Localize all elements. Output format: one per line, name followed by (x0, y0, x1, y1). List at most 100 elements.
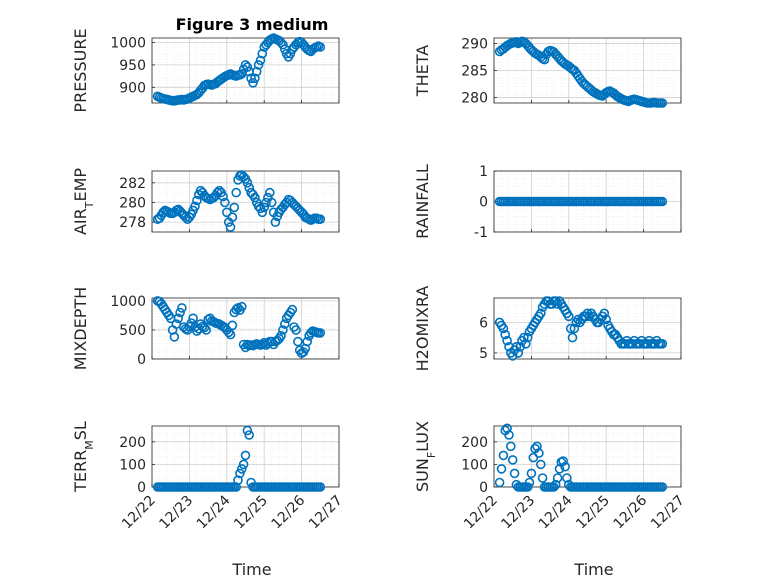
axes-box (151, 170, 340, 233)
y-axis-label: SUNFLUX (413, 421, 438, 492)
data-point (562, 473, 572, 483)
y-tick-label: 1000 (110, 35, 146, 51)
x-tick-label: 12/26 (269, 492, 309, 532)
data-point (238, 459, 249, 470)
data-point (534, 448, 544, 458)
data-point (250, 73, 260, 84)
data-point (242, 178, 253, 188)
data-point (522, 482, 533, 492)
data-point (264, 187, 275, 198)
subplot-7: 0 100 200 TERRMSL 12/2212/2312/2412/2512/261… (71, 421, 346, 532)
data-point (242, 425, 253, 436)
data-point (278, 39, 288, 50)
x-axis-label-left: Time (231, 560, 271, 579)
y-tick-label: 500 (119, 323, 146, 339)
x-tick-label: 12/24 (194, 492, 234, 532)
x-tick-label: 12/27 (648, 493, 688, 533)
subplot-8: 0 100 200 SUNFLUX 12/2212/2312/2412/2512/261… (413, 421, 688, 532)
y-axis-label: PRESSURE (71, 28, 90, 112)
data-point (502, 335, 512, 346)
y-tick-label: 100 (461, 457, 488, 473)
data-point (560, 461, 570, 472)
data-point (504, 430, 514, 440)
data-point (190, 201, 200, 212)
axes-box (493, 297, 682, 360)
y-tick-label: 280 (461, 91, 488, 107)
data-point (259, 202, 270, 213)
data-point (513, 348, 524, 358)
data-point (657, 98, 668, 108)
data-point (535, 308, 546, 319)
data-point (511, 341, 522, 352)
subplot-4: -1 0 1 RAINFALL (413, 164, 682, 241)
data-point (500, 329, 511, 340)
data-point (255, 55, 266, 66)
y-tick-label: 0 (479, 480, 488, 496)
x-tick-label: 12/22 (119, 493, 159, 533)
data-point (535, 459, 546, 470)
data-point (244, 430, 254, 440)
y-axis-label: MIXDEPTH (71, 287, 90, 370)
y-tick-label: 280 (119, 195, 146, 211)
data-point (246, 73, 256, 84)
data-point (237, 464, 247, 474)
y-axis-label: H2OMIXRA (413, 286, 432, 372)
y-tick-label: 1000 (110, 294, 146, 310)
data-point (657, 338, 668, 349)
subplot-5: 0 500 1000 MIXDEPTH (71, 287, 340, 370)
data-point (293, 336, 303, 347)
data-point (250, 192, 260, 203)
data-point (550, 479, 561, 490)
data-point (507, 455, 518, 465)
data-point (229, 202, 240, 213)
data-point (177, 303, 187, 313)
data-point (201, 325, 211, 335)
data-point (240, 450, 251, 461)
data-point (657, 482, 668, 492)
data-point (522, 332, 533, 343)
data-point (520, 338, 531, 349)
data-point (315, 482, 326, 492)
data-point (565, 323, 576, 334)
subplot-6: 5 6 H2OMIXRA (413, 286, 682, 372)
axes-box (151, 297, 340, 360)
data-point (175, 307, 185, 318)
y-tick-label: 6 (479, 315, 488, 331)
data-point (253, 60, 264, 70)
data-point (279, 319, 290, 329)
data-point (251, 66, 262, 77)
y-tick-label: 0 (137, 480, 146, 496)
data-point (257, 48, 268, 59)
x-tick-label: 12/25 (573, 493, 613, 533)
y-tick-label: 200 (461, 435, 488, 451)
y-tick-label: 0 (137, 352, 146, 368)
data-point (291, 325, 301, 335)
data-point (601, 314, 612, 325)
data-point (231, 187, 241, 198)
data-point (315, 42, 326, 52)
y-axis-label: TERRMSL (71, 421, 96, 493)
data-point (257, 207, 268, 218)
subplot-1: 900 950 1000 PRESSURE (71, 28, 340, 113)
x-tick-label: 12/22 (461, 493, 501, 533)
y-tick-label: 278 (119, 215, 146, 231)
x-tick-label: 12/26 (611, 492, 651, 532)
data-point (180, 212, 191, 222)
data-point (222, 207, 232, 218)
y-axis-label: THETA (413, 45, 432, 97)
x-tick-label: 12/24 (536, 492, 576, 532)
y-tick-label: 100 (119, 457, 146, 473)
data-point (192, 195, 202, 206)
y-axis-label: AIRTEMP (71, 168, 96, 235)
data-point (270, 217, 281, 227)
data-point (494, 477, 505, 488)
data-point (261, 197, 271, 208)
y-tick-label: 1 (479, 164, 488, 180)
y-tick-label: 282 (119, 176, 146, 192)
data-point (315, 214, 326, 224)
data-point (315, 328, 326, 338)
figure-title: Figure 3 medium (176, 15, 329, 34)
data-point (235, 468, 245, 479)
data-point (563, 311, 574, 322)
